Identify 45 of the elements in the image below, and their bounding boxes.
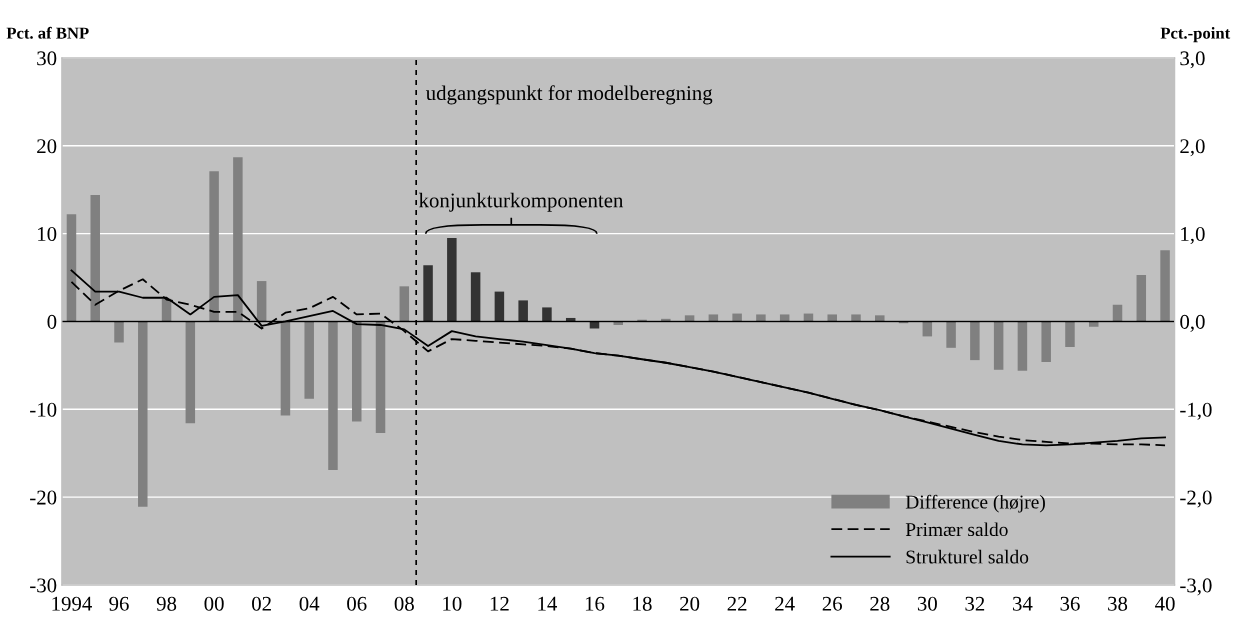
legend-label: Primær saldo <box>905 522 1008 537</box>
x-tick-label: 04 <box>299 596 320 611</box>
x-tick-label: 06 <box>347 596 367 611</box>
x-tick-label: 30 <box>917 596 937 611</box>
y-tick-label: 0 <box>47 314 57 329</box>
x-tick-label: 28 <box>870 596 890 611</box>
y2-tick-label: -1,0 <box>1180 402 1212 420</box>
x-tick-label: 38 <box>1108 596 1128 611</box>
legend-label: Strukturel saldo <box>906 549 1029 564</box>
x-tick-label: 96 <box>109 596 129 611</box>
x-tick-label: 98 <box>156 596 177 611</box>
x-tick-label: 34 <box>1013 596 1033 611</box>
y2-tick-label: 3,0 <box>1180 51 1205 69</box>
y2-tick-label: -3,0 <box>1180 578 1212 596</box>
x-tick-label: 00 <box>204 596 224 611</box>
x-tick-label: 16 <box>585 596 605 611</box>
annotation: konjunkturkomponenten <box>418 192 624 212</box>
y2-tick-label: 1,0 <box>1181 227 1205 245</box>
x-tick-label: 20 <box>680 596 700 611</box>
y-tick-label: 30 <box>37 51 57 66</box>
ref-line-label: udgangspunkt for modelberegning <box>425 85 713 105</box>
x-tick-label: 18 <box>633 596 652 611</box>
y2-axis-title: Pct.-point <box>1160 27 1231 43</box>
x-tick-label: 08 <box>394 596 414 611</box>
y-tick-label: -10 <box>30 402 57 417</box>
x-tick-label: 22 <box>727 596 747 611</box>
x-tick-label: 02 <box>252 596 271 611</box>
y-tick-label: -30 <box>30 578 57 593</box>
x-tick-label: 32 <box>965 596 985 611</box>
x-tick-label: 10 <box>443 596 462 611</box>
y-axis-title: Pct. af BNP <box>6 26 89 39</box>
x-tick-label: 24 <box>775 596 795 611</box>
y-tick-label: 20 <box>37 139 57 154</box>
y2-tick-label: -2,0 <box>1180 490 1212 508</box>
x-tick-label: 26 <box>822 596 843 611</box>
y2-tick-label: 0,0 <box>1180 314 1205 332</box>
x-tick-label: 36 <box>1060 596 1080 611</box>
y2-tick-label: 2,0 <box>1180 139 1205 157</box>
y-tick-label: 10 <box>38 227 57 242</box>
x-tick-label: 40 <box>1155 596 1175 611</box>
legend-label: Difference (højre) <box>905 494 1045 513</box>
y-tick-label: -20 <box>30 490 57 505</box>
x-tick-label: 12 <box>490 596 509 611</box>
x-tick-label: 1994 <box>52 596 92 611</box>
x-tick-label: 14 <box>538 596 558 611</box>
